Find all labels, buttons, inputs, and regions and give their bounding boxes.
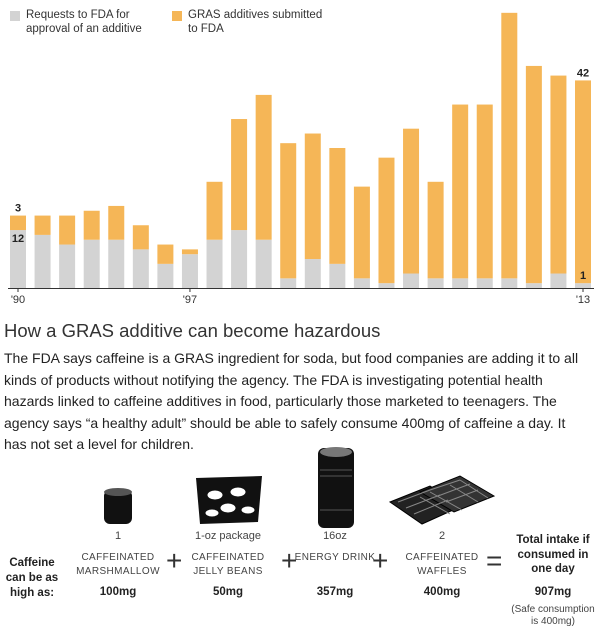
bar-segment	[452, 104, 469, 279]
bar-segment	[353, 186, 370, 279]
item-quantity: 2	[438, 530, 446, 542]
plus-sign: +	[372, 545, 389, 576]
data-label: 3	[15, 203, 21, 215]
item-name: CAFFEINATED WAFFLES	[405, 552, 479, 577]
legend-label: GRAS additives submitted to FDA	[188, 9, 323, 35]
bar-segment	[231, 119, 248, 231]
item-name: CAFFEINATED MARSHMALLOW	[76, 552, 160, 577]
bar-segment	[280, 278, 297, 288]
waffle-icon	[388, 475, 496, 525]
icons	[104, 447, 496, 528]
data-label: 42	[577, 67, 589, 79]
total-amount: 907mg	[534, 586, 572, 598]
bar-segment	[476, 278, 493, 288]
bar-segment	[304, 133, 321, 260]
body-text: The FDA says caffeine is a GRAS ingredie…	[4, 350, 579, 452]
data-label: 12	[12, 233, 24, 245]
bar-segment	[427, 181, 444, 279]
bar-segment	[108, 205, 125, 240]
item-quantity: 16oz	[323, 530, 347, 542]
bar-segment	[550, 75, 567, 274]
bar-segment	[304, 259, 321, 288]
legend-label: Requests to FDA for approval of an addit…	[26, 9, 142, 35]
bar-segment	[206, 181, 223, 240]
energy-drink-icon	[318, 447, 354, 528]
chart: '90 '97 '13 3 12 42 1	[8, 12, 594, 306]
bar-segment	[10, 215, 26, 231]
bar-segment	[353, 278, 370, 288]
equals-sign: =	[486, 545, 503, 576]
bar-segment	[132, 225, 149, 250]
bar-segment	[501, 278, 518, 288]
x-tick-label: '90	[11, 294, 25, 306]
caffeine-label: Caffeine can be as high as:	[5, 557, 59, 599]
bar-segment	[427, 278, 444, 288]
legend-swatch	[10, 11, 20, 21]
bar-segment	[329, 263, 346, 288]
data-label: 1	[580, 270, 586, 282]
total-note: (Safe consumption is 400mg)	[511, 604, 595, 627]
bar-segment	[59, 244, 76, 288]
item-quantity: 1	[114, 530, 122, 542]
bar-segment	[525, 65, 542, 284]
bar-segment	[83, 239, 100, 288]
marshmallow-icon	[104, 488, 132, 524]
item-name: ENERGY DRINK	[294, 552, 376, 563]
bar-segment	[378, 283, 395, 288]
bar-segment	[132, 249, 149, 288]
jelly-bean-icon	[196, 476, 262, 524]
bar-segment	[575, 80, 591, 284]
bar-segment	[206, 239, 223, 288]
bar-segment	[231, 230, 248, 288]
bar-segment	[157, 263, 174, 288]
bar-segment	[329, 148, 346, 264]
item-amount: 50mg	[212, 586, 244, 598]
plus-sign: +	[166, 545, 183, 576]
bar-segment	[157, 244, 174, 264]
bar-segment	[181, 254, 198, 288]
bar-segment	[378, 157, 395, 284]
bar-segment	[34, 234, 51, 288]
bar-segment	[452, 278, 469, 288]
bar-segment	[403, 128, 420, 274]
bar-segment	[550, 273, 567, 288]
item-quantity: 1-oz package	[194, 530, 262, 542]
bar-segment	[10, 230, 26, 288]
bar-segment	[403, 273, 420, 288]
bar-segment	[255, 239, 272, 288]
bar-segment	[34, 215, 51, 235]
bar-segment	[83, 210, 100, 240]
x-tick-label: '97	[183, 294, 197, 306]
bar-segment	[181, 249, 198, 255]
item-amount: 357mg	[316, 586, 354, 598]
item-amount: 400mg	[423, 586, 461, 598]
heading: How a GRAS additive can become hazardous	[4, 320, 381, 341]
bar-segment	[476, 104, 493, 279]
legend-swatch	[172, 11, 182, 21]
bar-segment	[501, 12, 518, 279]
bar-segment	[525, 283, 542, 288]
total-label: Total intake if consumed in one day	[516, 534, 590, 575]
plus-sign: +	[281, 545, 298, 576]
bar-segment	[280, 143, 297, 279]
x-tick-label: '13	[576, 294, 590, 306]
bar-segment	[59, 215, 76, 245]
item-name: CAFFEINATED JELLY BEANS	[191, 552, 265, 577]
bar-segment	[255, 94, 272, 240]
item-amount: 100mg	[99, 586, 137, 598]
bar-segment	[108, 239, 125, 288]
bar-segment	[575, 283, 591, 288]
